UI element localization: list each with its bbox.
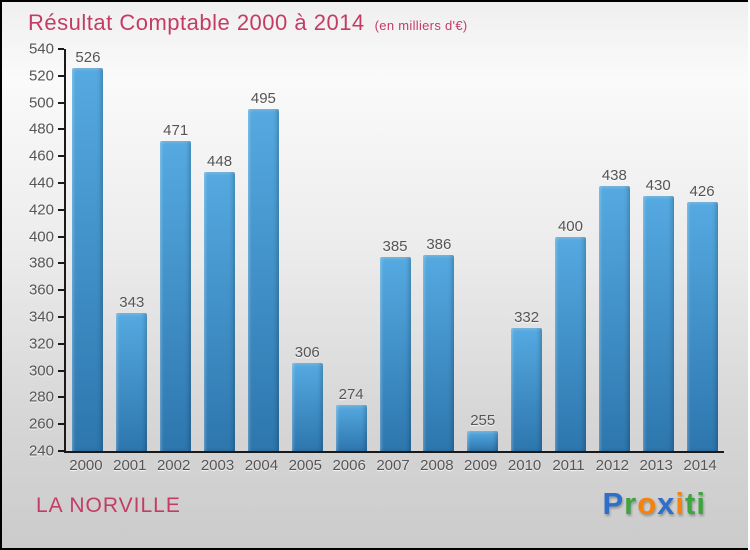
y-axis-tick-mark [58,208,64,211]
bar-value-label: 400 [557,217,583,235]
y-axis-tick-label: 380 [28,254,54,272]
bar-value-label: 448 [207,153,233,171]
y-axis-tick-label: 340 [28,308,54,326]
y-axis-tick-mark [58,155,64,158]
x-axis-tick-label: 2008 [420,457,454,474]
plot-area: 526 343 471 448 495 306 274 385 386 255 332 400 438 4… [64,49,724,453]
logo-letter: x [657,486,676,521]
bar-value-label: 526 [75,48,101,66]
x-axis-tick-label: 2013 [639,457,673,474]
bar [116,312,148,451]
y-axis-tick-label: 360 [28,281,54,299]
x-axis-tick-label: 2004 [244,457,279,474]
bar [379,256,411,451]
y-axis-tick-mark [58,182,64,184]
bar [335,405,367,451]
logo-letter: t [685,486,697,521]
logo-letter: P [602,486,625,521]
y-axis-tick-label: 320 [28,335,54,353]
logo-letter: o [637,486,658,521]
bar-value-label: 255 [470,411,496,429]
y-axis-tick-label: 400 [28,228,54,246]
y-axis-tick-label: 460 [28,147,54,165]
y-axis-tick-label: 440 [28,174,54,192]
y-axis-tick-mark [58,369,64,372]
x-axis-tick-label: 2000 [69,457,103,474]
bar-value-label: 438 [601,166,627,184]
y-axis-tick-label: 240 [28,442,54,460]
y-axis-tick-label: 260 [28,415,54,433]
x-axis-tick-label: 2010 [507,457,542,474]
bar [160,141,192,451]
bar-value-label: 426 [689,182,715,200]
y-axis-tick-mark [58,101,64,104]
x-axis-tick-label: 2007 [376,457,410,474]
y-axis-tick-mark [58,262,64,265]
page-subtitle: (en milliers d'€) [374,18,468,33]
bar [467,430,499,451]
y-axis-tick-label: 540 [28,40,54,58]
y-axis-tick-mark [58,48,64,50]
y-axis-tick-mark [58,128,64,131]
logo-letter: i [675,486,686,521]
bar-value-label: 385 [382,237,408,255]
y-axis-tick-label: 520 [28,67,54,85]
bar [686,201,718,451]
bar [247,109,279,451]
y-axis-tick-mark [58,74,64,77]
x-axis-tick-label: 2011 [552,457,585,474]
x-axis-tick-label: 2009 [464,457,498,474]
x-axis-tick-label: 2006 [332,457,366,474]
x-axis-tick-label: 2005 [288,457,322,474]
page-title: Résultat Comptable 2000 à 2014 [28,10,365,35]
bar-value-label: 386 [426,236,452,254]
y-axis-tick-mark [58,342,64,345]
x-axis-tick-label: 2001 [113,457,147,474]
y-axis-tick-label: 420 [28,201,54,219]
municipality-label: LA NORVILLE [36,494,181,517]
x-axis-tick-label: 2003 [200,457,235,474]
x-axis-tick-label: 2002 [156,457,191,474]
x-axis-tick-label: 2014 [683,457,717,474]
bar [511,327,543,451]
bar [72,67,104,451]
y-axis-tick-label: 280 [28,388,54,406]
y-axis-tick-label: 480 [28,120,54,138]
bar [642,196,674,451]
x-axis-tick-label: 2012 [595,457,630,474]
y-axis-tick-mark [58,423,64,426]
y-axis-tick-mark [58,450,64,452]
bar [204,172,236,451]
proxiti-logo[interactable]: Proxiti [602,486,706,522]
y-axis-tick-mark [58,235,64,238]
bar-value-label: 343 [119,293,145,311]
y-axis-tick-mark [58,396,64,399]
bar-value-label: 306 [294,343,320,361]
bar-value-label: 430 [645,177,671,195]
bar-value-label: 495 [250,90,276,108]
bar-value-label: 471 [163,122,189,140]
y-axis-tick-mark [58,316,64,318]
bar [554,236,586,451]
bar-value-label: 274 [338,386,364,404]
bar [291,362,323,451]
bar-value-label: 332 [514,308,540,326]
logo-letter: i [696,486,706,521]
y-axis-tick-mark [58,289,64,292]
y-axis-tick-label: 300 [28,362,54,380]
chart-header: Résultat Comptable 2000 à 2014 (en millie… [28,10,468,36]
logo-letter: r [624,486,638,521]
y-axis-tick-label: 500 [28,94,54,112]
bar [423,255,455,451]
bar [598,185,630,451]
